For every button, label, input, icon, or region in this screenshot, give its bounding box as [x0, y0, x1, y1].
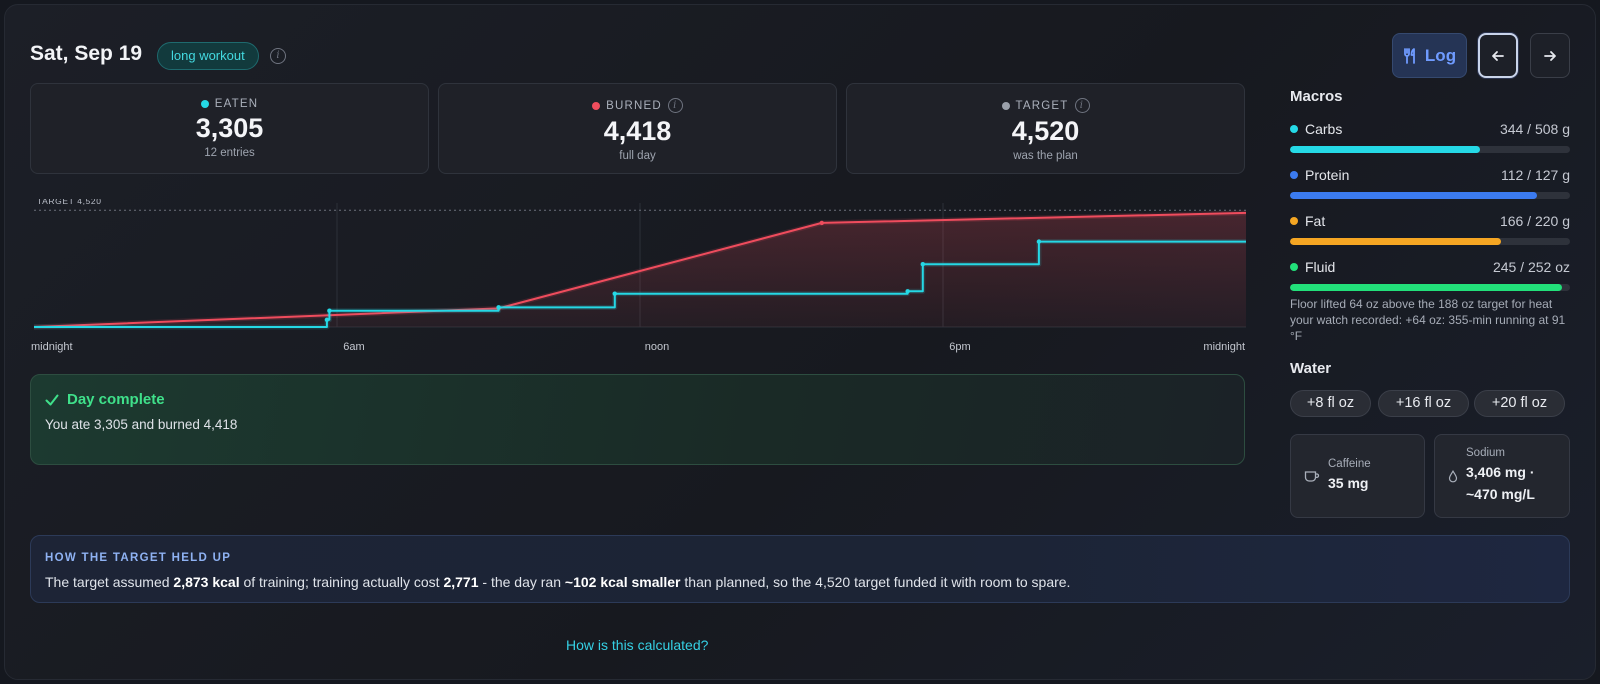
burned-info-icon[interactable]: i	[667, 98, 683, 113]
fat-label: Fat	[1305, 213, 1326, 229]
x-tick-label: 6pm	[949, 341, 970, 353]
eaten-point	[327, 308, 332, 313]
summary-heading: HOW THE TARGET HELD UP	[45, 552, 232, 564]
burned-sub: full day	[619, 150, 656, 162]
target-sub: was the plan	[1013, 150, 1078, 162]
protein-bar	[1290, 192, 1537, 199]
burned-card: BURNED i 4,418 full day	[438, 83, 837, 174]
eaten-value: 3,305	[195, 113, 264, 143]
summary-text: The target assumed 2,873 kcal of trainin…	[45, 574, 1070, 590]
page-title: Sat, Sep 19	[30, 42, 143, 65]
actual-training-kcal: 2,771	[443, 574, 479, 590]
fluid-dot	[1290, 263, 1298, 271]
fat-value: 166 / 220 g	[1499, 213, 1570, 229]
carbs-value: 344 / 508 g	[1499, 121, 1570, 137]
check-icon	[45, 394, 59, 405]
eaten-point	[905, 289, 910, 294]
target-info-icon[interactable]: i	[1074, 98, 1090, 113]
next-day-button[interactable]	[1530, 33, 1570, 78]
protein-dot	[1290, 171, 1298, 179]
eaten-point	[496, 305, 501, 310]
log-button-label: Log	[1424, 45, 1457, 65]
fluid-label: Fluid	[1305, 259, 1336, 275]
eaten-label: EATEN	[214, 98, 259, 110]
x-tick-label: noon	[645, 341, 669, 353]
calorie-chart: TARGET 4,520 midnight 6am noon 6pm midnight	[30, 199, 1246, 359]
burned-area	[34, 212, 1246, 327]
water-title: Water	[1290, 360, 1332, 377]
fat-dot	[1290, 217, 1298, 225]
sodium-card[interactable]: Sodium 3,406 mg · ~470 mg/L	[1434, 434, 1570, 518]
summary-t4: than planned, so the 4,520 target funded…	[680, 574, 1071, 590]
day-complete-text: You ate 3,305 and burned 4,418	[45, 417, 238, 432]
fork-knife-icon	[1404, 47, 1415, 64]
burned-point	[819, 220, 824, 226]
target-line-label: TARGET 4,520	[37, 199, 102, 206]
target-label: TARGET	[1015, 99, 1069, 112]
carbs-label: Carbs	[1305, 121, 1343, 137]
day-complete-card: Day complete You ate 3,305 and burned 4,…	[30, 374, 1245, 465]
caffeine-value: 35 mg	[1328, 475, 1369, 491]
x-tick-label: 6am	[343, 341, 364, 353]
macro-fat: Fat 166 / 220 g	[1290, 213, 1570, 253]
how-calculated-link[interactable]: How is this calculated?	[566, 637, 709, 653]
arrow-left-icon	[1492, 50, 1504, 61]
assumed-training-kcal: 2,873 kcal	[173, 574, 240, 590]
macro-fluid: Fluid 245 / 252 oz	[1290, 259, 1570, 299]
add-16oz-button[interactable]: +16 fl oz	[1378, 390, 1469, 417]
cup-icon	[1304, 471, 1320, 482]
sodium-label: Sodium	[1466, 447, 1505, 459]
difference-kcal: ~102 kcal smaller	[564, 574, 681, 590]
protein-label: Protein	[1305, 167, 1350, 183]
eaten-sub: 12 entries	[204, 147, 255, 159]
x-tick-label: midnight	[1203, 341, 1245, 353]
burned-label: BURNED	[606, 99, 662, 112]
protein-value: 112 / 127 g	[1500, 167, 1570, 183]
droplet-icon	[1448, 470, 1458, 483]
add-20oz-button[interactable]: +20 fl oz	[1474, 390, 1565, 417]
summary-t1: The target assumed	[45, 574, 174, 590]
sodium-value-line2: ~470 mg/L	[1466, 486, 1535, 502]
summary-t3: - the day ran	[478, 574, 565, 590]
fat-bar	[1290, 238, 1502, 245]
burned-dot	[592, 101, 601, 110]
fluid-value: 245 / 252 oz	[1492, 259, 1570, 275]
eaten-point	[612, 291, 617, 296]
burned-value: 4,418	[603, 116, 672, 146]
add-8oz-button[interactable]: +8 fl oz	[1290, 390, 1371, 417]
target-card: TARGET i 4,520 was the plan	[846, 83, 1245, 174]
calorie-chart-svg: TARGET 4,520 midnight 6am noon 6pm midnight	[31, 199, 1246, 353]
previous-day-button[interactable]	[1478, 33, 1518, 78]
day-type-badge: long workout	[157, 42, 259, 70]
log-button[interactable]: Log	[1392, 33, 1467, 78]
target-summary-card: HOW THE TARGET HELD UP The target assume…	[30, 535, 1570, 603]
eaten-card: EATEN 3,305 12 entries	[30, 83, 429, 174]
carbs-bar	[1290, 146, 1480, 153]
fluid-note: Floor lifted 64 oz above the 188 oz targ…	[1290, 297, 1566, 343]
summary-t2: of training; training actually cost	[239, 574, 444, 590]
info-icon[interactable]: i	[270, 48, 286, 64]
carbs-dot	[1290, 125, 1298, 133]
sodium-value-line1: 3,406 mg ·	[1466, 464, 1535, 480]
x-tick-label: midnight	[31, 341, 73, 353]
macro-carbs: Carbs 344 / 508 g	[1290, 121, 1570, 161]
macro-protein: Protein 112 / 127 g	[1290, 167, 1570, 207]
target-dot	[1001, 101, 1010, 110]
fluid-bar	[1290, 284, 1563, 291]
day-complete-title: Day complete	[67, 391, 165, 408]
arrow-right-icon	[1544, 50, 1556, 61]
eaten-point	[920, 262, 925, 267]
eaten-dot	[200, 100, 209, 108]
eaten-point	[1036, 239, 1042, 244]
macros-title: Macros	[1290, 88, 1343, 105]
target-value: 4,520	[1011, 116, 1080, 146]
burned-line-glow	[33, 210, 1246, 330]
eaten-point	[324, 317, 330, 322]
caffeine-card[interactable]: Caffeine 35 mg	[1290, 434, 1425, 518]
caffeine-label: Caffeine	[1328, 458, 1371, 470]
burned-line	[33, 211, 1246, 328]
